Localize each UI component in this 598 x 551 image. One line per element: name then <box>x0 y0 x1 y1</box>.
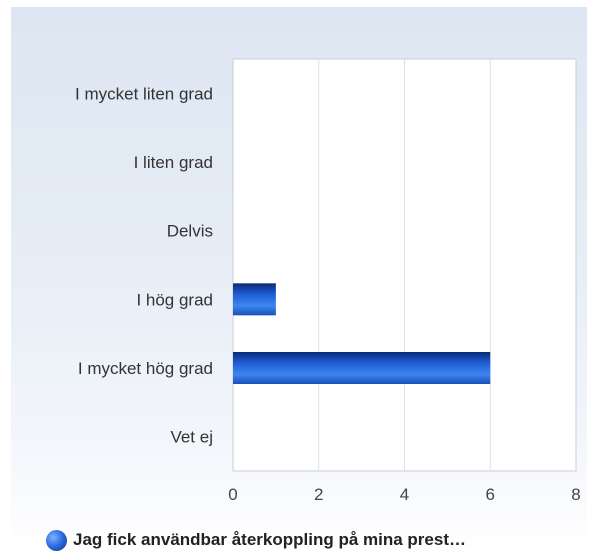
category-label: I hög grad <box>136 290 213 309</box>
x-tick-label: 2 <box>314 485 323 504</box>
category-label: I mycket hög grad <box>78 359 213 378</box>
bar <box>233 352 491 384</box>
grid-lines <box>318 59 491 471</box>
category-label: Delvis <box>167 222 213 241</box>
x-tick-labels: 0 2 4 6 8 <box>228 485 580 504</box>
x-tick-label: 4 <box>400 485 409 504</box>
category-label: Vet ej <box>170 428 213 447</box>
category-label: I mycket liten grad <box>75 84 213 103</box>
category-label: I liten grad <box>134 153 213 172</box>
category-labels: I mycket liten grad I liten grad Delvis I h… <box>75 84 213 446</box>
x-tick-label: 8 <box>571 485 580 504</box>
x-tick-label: 6 <box>486 485 495 504</box>
x-tick-label: 0 <box>228 485 237 504</box>
bar <box>233 283 276 316</box>
legend: Jag fick användbar återkoppling på mina … <box>46 529 466 551</box>
legend-series-name: Jag fick användbar återkoppling på mina … <box>73 530 466 549</box>
bars <box>233 283 491 384</box>
legend-marker <box>46 529 67 551</box>
